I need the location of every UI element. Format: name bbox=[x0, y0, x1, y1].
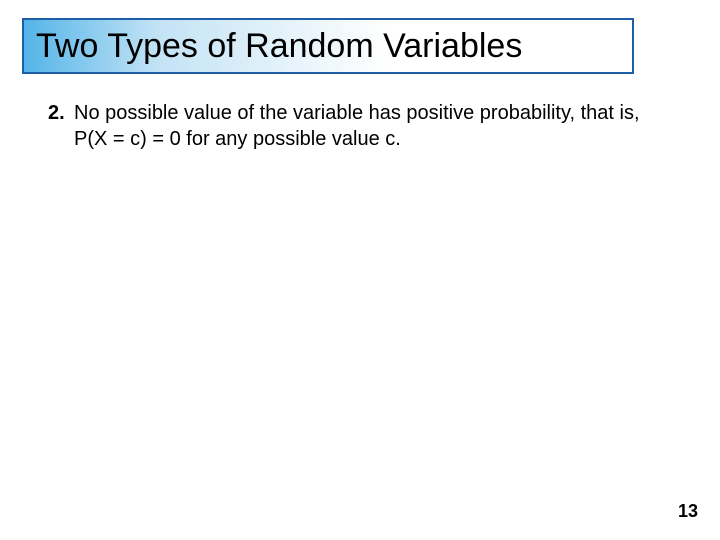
list-item: 2. No possible value of the variable has… bbox=[48, 100, 668, 152]
list-number: 2. bbox=[48, 100, 74, 126]
body-content: 2. No possible value of the variable has… bbox=[48, 100, 668, 152]
page-title: Two Types of Random Variables bbox=[36, 27, 522, 66]
title-box: Two Types of Random Variables bbox=[22, 18, 634, 74]
page-number: 13 bbox=[678, 501, 698, 522]
list-text: No possible value of the variable has po… bbox=[74, 100, 668, 152]
